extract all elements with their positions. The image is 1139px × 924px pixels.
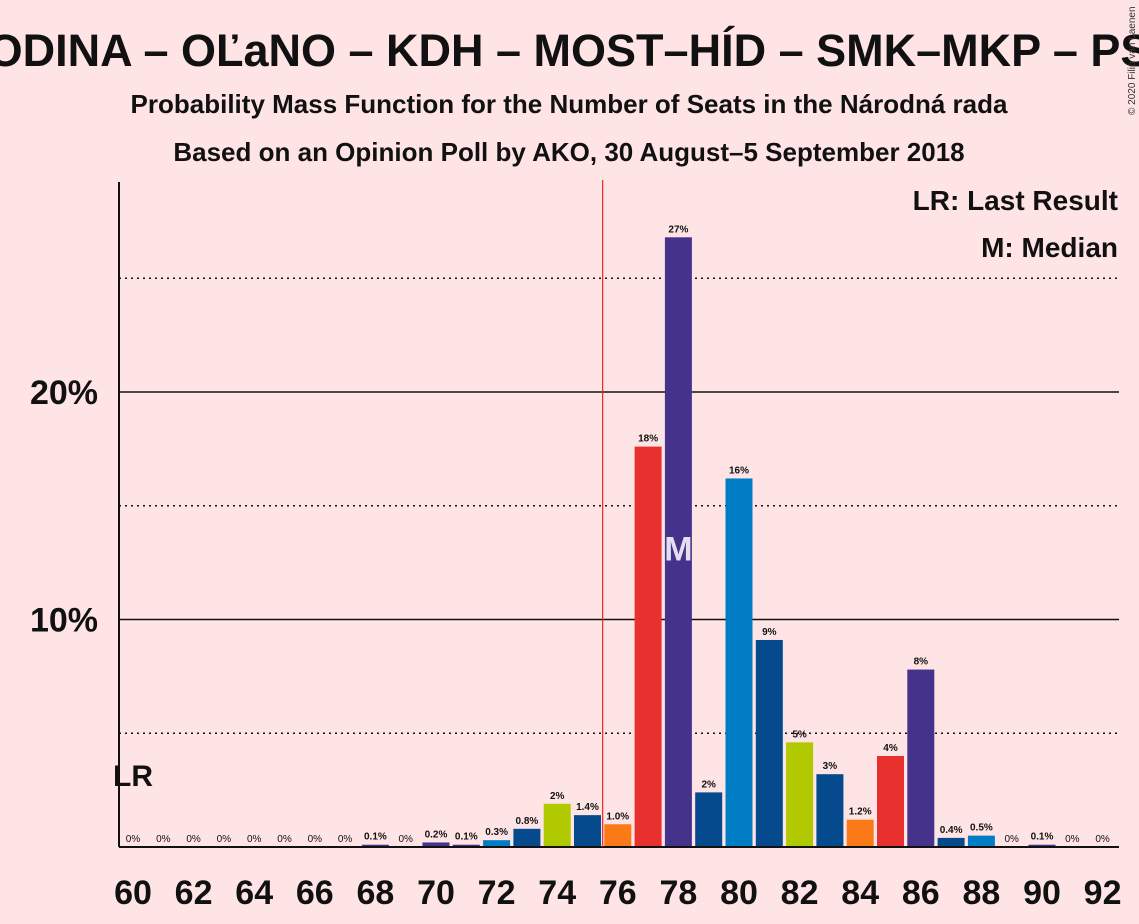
bar-71 [452,844,480,847]
bar-76 [604,824,632,847]
bar-70 [422,842,450,847]
bar-84 [846,819,874,847]
bar-value-label: 0% [247,834,262,845]
bar-value-label: 0% [1004,834,1019,845]
x-tick-label: 72 [478,874,516,912]
bar-value-label: 0.2% [425,829,448,840]
bar-value-label: 1.4% [576,802,599,813]
axes: 10% 20% LR 60 62 64 66 68 70 72 74 76 78 80 82 84 86 88 90… [30,180,1122,912]
bar-75 [574,815,601,847]
x-tick-label: 76 [599,874,637,912]
x-tick-label: 64 [235,874,273,912]
chart-subtitle-2: Based on an Opinion Poll by AKO, 30 Augu… [173,137,964,167]
x-tick-label: 66 [296,874,334,912]
last-result-marker: LR [113,760,153,793]
bar-value-label: 16% [729,465,749,476]
bar-77 [634,446,662,847]
x-tick-label: 88 [962,874,1000,912]
median-marker: M [664,531,692,569]
bar-value-label: 0.8% [516,816,539,827]
bar-73 [513,828,541,847]
y-tick-label: 10% [30,602,98,640]
bar-value-label: 1.0% [606,811,629,822]
bar-82 [786,742,814,847]
bar-value-label: 0% [1065,834,1080,845]
gridlines [119,277,1119,734]
x-tick-label: 80 [720,874,758,912]
bar-value-label: 0% [217,834,232,845]
x-tick-label: 68 [356,874,394,912]
bar-value-label: 27% [668,224,688,235]
bar-value-label: 9% [762,627,777,638]
bar-80 [725,478,753,847]
bar-72 [483,840,511,847]
x-tick-label: 86 [902,874,940,912]
x-tick-label: 62 [175,874,213,912]
x-tick-label: 92 [1084,874,1122,912]
bar-value-label: 2% [701,779,716,790]
bar-value-label: 0% [186,834,201,845]
x-tick-label: 74 [538,874,576,912]
bar-value-label: 0% [1095,834,1110,845]
bar-74 [543,803,571,847]
legend-median: M: Median [981,232,1118,263]
x-tick-label: 70 [417,874,455,912]
bar-value-label: 3% [823,761,838,772]
bar-value-label: 0.3% [485,827,508,838]
bar-value-label: 8% [914,657,929,668]
bars: 0% 0% 0% 0% 0% 0% 0% 0% 0.1% 0% 0.2% 0.1% 0.3% 0.8% 2%… [126,224,1110,848]
x-tick-label: 60 [114,874,152,912]
bar-value-label: 2% [550,791,565,802]
bar-85 [877,756,904,847]
bar-value-label: 0% [277,834,292,845]
x-tick-label: 90 [1023,874,1061,912]
bar-value-label: 5% [792,729,807,740]
x-tick-label: 84 [841,874,879,912]
bar-value-label: 18% [638,434,658,445]
bar-value-label: 0.1% [455,832,478,843]
bar-value-label: 0.4% [940,825,963,836]
bar-value-label: 0.1% [364,832,387,843]
bar-value-label: 0% [126,834,141,845]
legend-last-result: LR: Last Result [913,185,1118,216]
copyright-note: © 2020 Filip van Laenen [1127,6,1138,115]
bar-81 [755,639,783,847]
x-tick-label: 78 [659,874,697,912]
chart-subtitle-1: Probability Mass Function for the Number… [131,89,1008,119]
bar-88 [967,835,995,847]
bar-value-label: 4% [883,743,898,754]
bar-83 [816,774,844,847]
bar-value-label: 0.1% [1031,832,1054,843]
bar-90 [1028,844,1056,847]
bar-value-label: 0% [398,834,413,845]
bar-79 [695,792,723,847]
x-tick-label: 82 [781,874,819,912]
chart-title: ODINA – OĽaNO – KDH – MOST–HÍD – SMK–MKP… [0,25,1139,76]
y-tick-label: 20% [30,374,98,412]
bar-value-label: 0% [338,834,353,845]
bar-78 [664,237,692,848]
bar-value-label: 0% [156,834,171,845]
text-layer: ODINA – OĽaNO – KDH – MOST–HÍD – SMK–MKP… [0,6,1139,263]
bar-68 [361,844,389,847]
bar-86 [907,669,935,847]
bar-value-label: 0.5% [970,823,993,834]
bar-value-label: 0% [308,834,323,845]
bar-value-label: 1.2% [849,807,872,818]
bar-87 [937,837,965,847]
